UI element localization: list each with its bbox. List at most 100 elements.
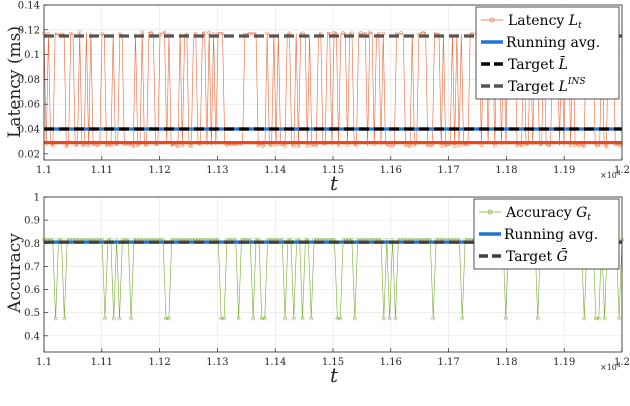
accuracy-point bbox=[262, 316, 267, 321]
latency-point bbox=[296, 144, 301, 149]
accuracy-point bbox=[381, 316, 386, 321]
latency-ylabel: Latency (ms) bbox=[5, 26, 25, 138]
x-tick-label: 1.19 bbox=[553, 165, 575, 176]
svg-text:Latency Lt: Latency Lt bbox=[508, 13, 582, 31]
x-tick-label: 1.18 bbox=[495, 165, 517, 176]
accuracy-point bbox=[309, 316, 314, 321]
accuracy-ticks: 1.1 1.11 1.12 1.13 1.14 1.15 1.16 1.17 1.18 1.19 1… bbox=[24, 193, 630, 369]
accuracy-point bbox=[431, 316, 436, 321]
accuracy-point bbox=[535, 316, 540, 321]
x-tick-label: 1.14 bbox=[264, 165, 286, 176]
x-tick-label: 1.16 bbox=[380, 357, 402, 368]
legend-label-target-lins: Target bbox=[508, 79, 555, 95]
accuracy-point bbox=[602, 316, 607, 321]
x-tick-label: 1.15 bbox=[322, 357, 344, 368]
latency-point bbox=[176, 144, 180, 149]
accuracy-x-multiplier: ×104 bbox=[600, 362, 621, 372]
latency-point bbox=[64, 144, 69, 149]
y-tick-label: 1 bbox=[34, 193, 40, 204]
x-tick-label: 1.16 bbox=[380, 165, 402, 176]
latency-point bbox=[604, 144, 609, 149]
accuracy-point bbox=[291, 316, 296, 321]
legend-item-latency: Latency Lt bbox=[481, 13, 582, 31]
latency-point bbox=[283, 144, 287, 148]
latency-point bbox=[77, 30, 82, 35]
legend-item-target-lbar: Target L̄ bbox=[481, 55, 568, 73]
latency-point bbox=[399, 31, 403, 35]
y-tick-label: 0.12 bbox=[18, 25, 40, 36]
accuracy-point bbox=[111, 316, 116, 321]
accuracy-ylabel: Accuracy bbox=[5, 233, 25, 314]
latency-point bbox=[367, 30, 372, 35]
latency-point bbox=[265, 31, 270, 36]
legend-item-running-avg: Running avg. bbox=[481, 35, 600, 51]
svg-text:Target L̄: Target L̄ bbox=[508, 55, 568, 73]
latency-point bbox=[341, 31, 345, 36]
accuracy-point bbox=[335, 316, 340, 321]
y-tick-label: 0.9 bbox=[24, 216, 40, 227]
accuracy-point bbox=[129, 316, 133, 321]
y-tick-label: 0.08 bbox=[18, 75, 40, 86]
accuracy-point bbox=[103, 316, 107, 321]
latency-point bbox=[131, 144, 136, 149]
accuracy-point bbox=[167, 316, 171, 321]
y-tick-label: 0.02 bbox=[18, 149, 40, 160]
x-tick-label: 1.13 bbox=[206, 357, 228, 368]
accuracy-point bbox=[503, 316, 508, 321]
latency-point bbox=[158, 32, 162, 37]
latency-point bbox=[189, 144, 194, 148]
accuracy-point bbox=[259, 316, 264, 321]
latency-point bbox=[582, 144, 586, 149]
y-tick-label: 0.8 bbox=[24, 239, 40, 250]
accuracy-point bbox=[582, 316, 587, 321]
y-tick-label: 0.5 bbox=[24, 308, 40, 319]
legend-item-target-gbar: Target Ḡ bbox=[479, 247, 568, 265]
legend-item-target-lins: Target LINS bbox=[481, 77, 586, 95]
accuracy-point bbox=[352, 316, 357, 321]
legend-label-accuracy: Accuracy bbox=[505, 205, 572, 221]
accuracy-point bbox=[222, 316, 226, 321]
legend-label-running-avg: Running avg. bbox=[506, 35, 600, 51]
latency-legend: Latency Lt Running avg. Target L̄ Target… bbox=[475, 6, 620, 100]
x-tick-label: 1.2 bbox=[614, 357, 630, 368]
svg-text:Target Ḡ: Target Ḡ bbox=[506, 247, 568, 265]
legend-label-latency: Latency bbox=[508, 13, 564, 29]
accuracy-point bbox=[236, 316, 241, 321]
latency-point bbox=[390, 144, 394, 148]
latency-point bbox=[251, 31, 256, 36]
latency-point bbox=[247, 31, 252, 36]
latency-ticks: 1.1 1.11 1.12 1.13 1.14 1.15 1.16 1.17 1.18 1.19 1… bbox=[18, 1, 630, 177]
accuracy-xlabel: t bbox=[330, 363, 339, 387]
y-tick-label: 0.4 bbox=[24, 331, 40, 342]
latency-point bbox=[162, 30, 167, 35]
y-tick-label: 0.6 bbox=[24, 285, 40, 296]
x-tick-label: 1.18 bbox=[495, 357, 517, 368]
latency-series-line bbox=[43, 31, 623, 148]
legend-label-accuracy-running-avg: Running avg. bbox=[504, 227, 598, 243]
x-tick-label: 1.12 bbox=[148, 165, 170, 176]
x-tick-label: 1.19 bbox=[553, 357, 575, 368]
latency-point bbox=[220, 31, 225, 36]
accuracy-point bbox=[617, 316, 621, 321]
accuracy-point bbox=[596, 316, 601, 321]
x-tick-label: 1.1 bbox=[36, 357, 52, 368]
svg-text:Accuracy Gt: Accuracy Gt bbox=[505, 205, 591, 223]
legend-label-target-gbar: Target bbox=[506, 249, 553, 265]
y-tick-label: 0.04 bbox=[18, 125, 40, 136]
accuracy-point bbox=[53, 316, 58, 321]
latency-x-multiplier: ×104 bbox=[600, 170, 621, 180]
accuracy-point bbox=[338, 316, 343, 321]
accuracy-point bbox=[164, 316, 168, 321]
y-tick-label: 0.1 bbox=[24, 50, 40, 61]
legend-item-accuracy: Accuracy Gt bbox=[479, 205, 591, 223]
latency-point bbox=[408, 144, 412, 148]
accuracy-point bbox=[62, 316, 67, 321]
latency-point bbox=[100, 32, 104, 37]
x-tick-label: 1.12 bbox=[148, 357, 170, 368]
accuracy-point bbox=[300, 316, 305, 321]
latency-point bbox=[140, 30, 145, 35]
accuracy-chart: 1.1 1.11 1.12 1.13 1.14 1.15 1.16 1.17 1.18 1.19 1… bbox=[5, 193, 630, 388]
x-tick-label: 1.11 bbox=[91, 357, 113, 368]
legend-label-target-lbar: Target bbox=[508, 57, 555, 73]
